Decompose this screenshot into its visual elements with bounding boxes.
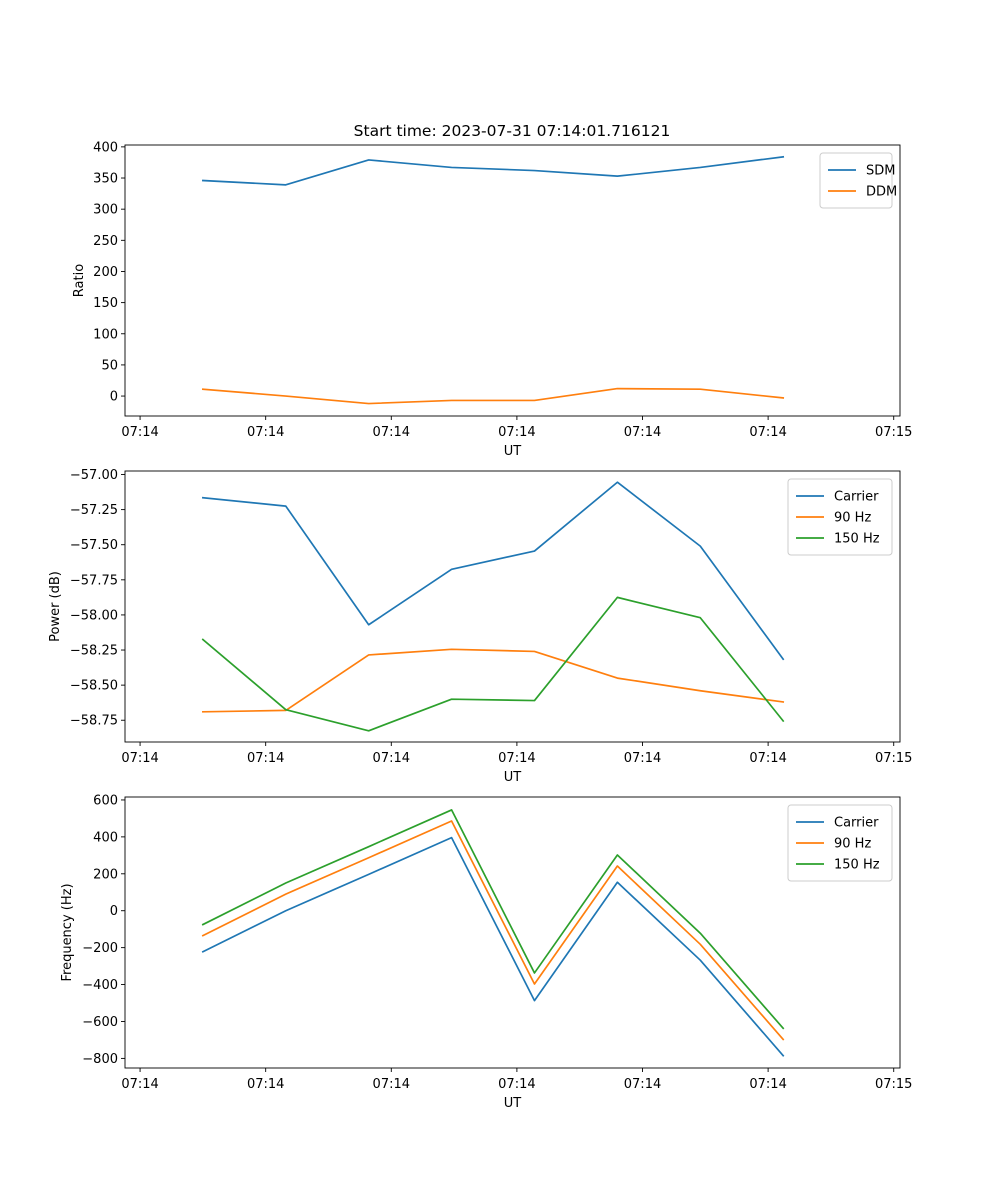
y-tick-label: −57.50	[70, 538, 118, 553]
y-tick-label: 400	[93, 830, 118, 845]
y-tick-label: 200	[93, 867, 118, 882]
legend-label: Carrier	[834, 490, 879, 505]
x-tick-label: 07:14	[624, 751, 661, 766]
ratio-panel: 0 50 100 150 200 250 300 350 400 07:14 07:14 07:14 0…	[72, 140, 912, 459]
legend-label: 150 Hz	[834, 532, 880, 547]
axes-frame	[124, 144, 901, 417]
y-tick-label: −58.50	[70, 679, 118, 694]
y-tick-label: 350	[93, 172, 118, 187]
x-tick-label: 07:14	[373, 1077, 410, 1092]
x-tick-label: 07:14	[247, 1077, 284, 1092]
x-tick-label: 07:14	[624, 425, 661, 440]
power-panel: −58.75 −58.50 −58.25 −58.00 −57.75 −57.50 −57.…	[48, 468, 912, 785]
y-tick-label: −200	[82, 941, 118, 956]
legend-label: DDM	[866, 185, 897, 200]
y-tick-label: 300	[93, 203, 118, 218]
series-line-150-hz	[201, 809, 785, 1030]
y-tick-label: −58.25	[70, 644, 118, 659]
legend-label: 90 Hz	[834, 837, 871, 852]
series-line-sdm	[201, 155, 785, 186]
legend-box	[819, 152, 893, 209]
y-tick-label: 150	[93, 296, 118, 311]
legend-label: 90 Hz	[834, 511, 871, 526]
y-tick-label: 0	[110, 390, 118, 405]
legend: Carrier 90 Hz 150 Hz	[787, 478, 893, 556]
y-tick-label: 400	[93, 140, 118, 155]
x-tick-label: 07:14	[749, 1077, 786, 1092]
y-tick-label: 200	[93, 265, 118, 280]
y-tick-label: −58.75	[70, 714, 118, 729]
y-axis-label: Ratio	[72, 264, 87, 297]
y-tick-label: 50	[101, 358, 118, 373]
x-tick-label: 07:14	[498, 1077, 535, 1092]
y-tick-label: 250	[93, 234, 118, 249]
x-axis-label: UT	[504, 444, 522, 459]
y-tick-label: −57.25	[70, 503, 118, 518]
legend: SDM DDM	[819, 152, 897, 209]
x-axis-label: UT	[504, 1096, 522, 1111]
y-axis-label: Frequency (Hz)	[60, 883, 75, 981]
x-axis-label: UT	[504, 770, 522, 785]
y-tick-label: −400	[82, 978, 118, 993]
x-tick-label: 07:14	[247, 751, 284, 766]
frequency-panel: −800 −600 −400 −200 0 200 400 600 07:14 07:14 07:1…	[60, 793, 912, 1111]
series-line-carrier	[201, 481, 785, 661]
legend-label: SDM	[866, 164, 895, 179]
legend-label: Carrier	[834, 816, 879, 831]
x-tick-label: 07:14	[121, 1077, 158, 1092]
x-tick-label: 07:15	[875, 1077, 912, 1092]
x-tick-label: 07:14	[624, 1077, 661, 1092]
y-tick-label: 0	[110, 904, 118, 919]
series-line-carrier	[201, 836, 785, 1057]
legend-box	[787, 478, 893, 556]
y-tick-label: 600	[93, 793, 118, 808]
x-tick-label: 07:14	[749, 425, 786, 440]
y-tick-label: −58.00	[70, 608, 118, 623]
y-axis-label: Power (dB)	[48, 571, 63, 642]
series-line-90-hz	[201, 820, 785, 1041]
x-tick-label: 07:14	[247, 425, 284, 440]
x-tick-label: 07:15	[875, 751, 912, 766]
x-tick-label: 07:15	[875, 425, 912, 440]
x-tick-label: 07:14	[121, 425, 158, 440]
legend-label: 150 Hz	[834, 858, 880, 873]
legend: Carrier 90 Hz 150 Hz	[787, 804, 893, 882]
x-tick-label: 07:14	[749, 751, 786, 766]
series-line-90-hz	[202, 648, 785, 713]
legend-box	[787, 804, 893, 882]
figure-title: Start time: 2023-07-31 07:14:01.716121	[354, 122, 671, 140]
x-tick-label: 07:14	[498, 425, 535, 440]
axes-frame	[124, 470, 901, 743]
axes-frame	[124, 796, 901, 1069]
x-tick-label: 07:14	[121, 751, 158, 766]
series-line-150-hz	[201, 596, 785, 732]
y-tick-label: −57.00	[70, 468, 118, 483]
x-tick-label: 07:14	[373, 425, 410, 440]
y-tick-label: 100	[93, 327, 118, 342]
x-tick-label: 07:14	[373, 751, 410, 766]
y-tick-label: −600	[82, 1015, 118, 1030]
series-line-ddm	[201, 387, 785, 405]
y-tick-label: −800	[82, 1052, 118, 1067]
x-tick-label: 07:14	[498, 751, 535, 766]
y-tick-label: −57.75	[70, 573, 118, 588]
